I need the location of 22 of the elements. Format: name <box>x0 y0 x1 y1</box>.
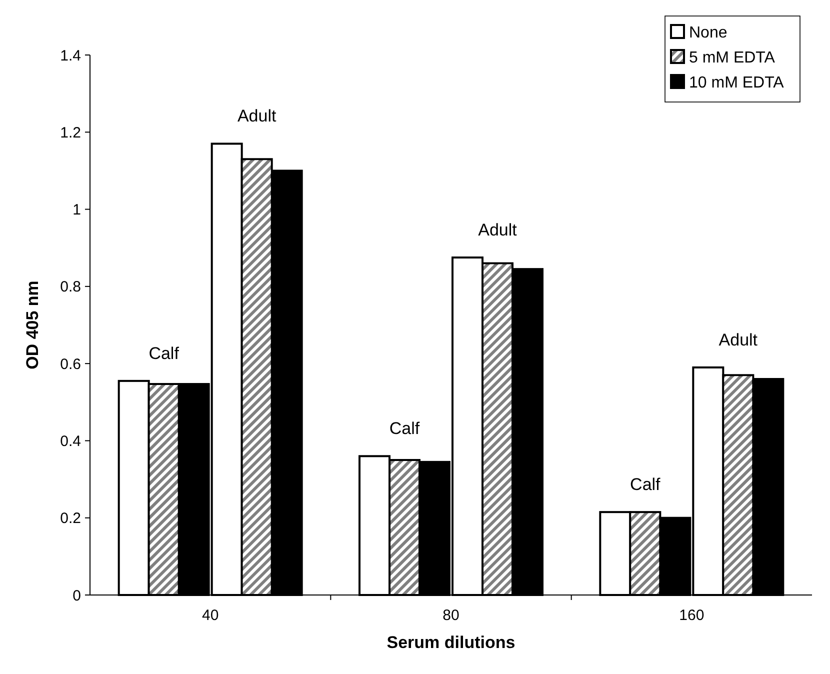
annotation: Calf <box>148 344 180 363</box>
y-axis-title: OD 405 nm <box>23 280 42 370</box>
x-tick-label: 40 <box>202 607 219 624</box>
legend-label: 10 mM EDTA <box>689 74 784 92</box>
annotation: Adult <box>237 106 276 126</box>
x-tick-label: 80 <box>442 607 460 624</box>
legend-label: None <box>689 24 728 42</box>
annotation: Adult <box>478 220 518 240</box>
x-tick-label: 160 <box>679 607 704 624</box>
legend-label: 5 mM EDTA <box>689 50 776 67</box>
y-tick-label: 0.4 <box>60 432 81 450</box>
y-tick-label: 0.2 <box>60 510 81 528</box>
annotation: Adult <box>718 330 758 350</box>
y-tick-label: 1.4 <box>60 47 81 64</box>
y-tick-label: 1 <box>72 202 81 219</box>
y-tick-label: 0.6 <box>60 356 81 373</box>
annotation: Calf <box>630 475 661 494</box>
x-axis-title: Serum dilutions <box>386 633 516 652</box>
y-tick-label: 0 <box>72 587 81 604</box>
y-tick-label: 0.8 <box>60 278 81 296</box>
y-tick-label: 1.2 <box>60 124 81 142</box>
annotation: Calf <box>389 419 420 438</box>
